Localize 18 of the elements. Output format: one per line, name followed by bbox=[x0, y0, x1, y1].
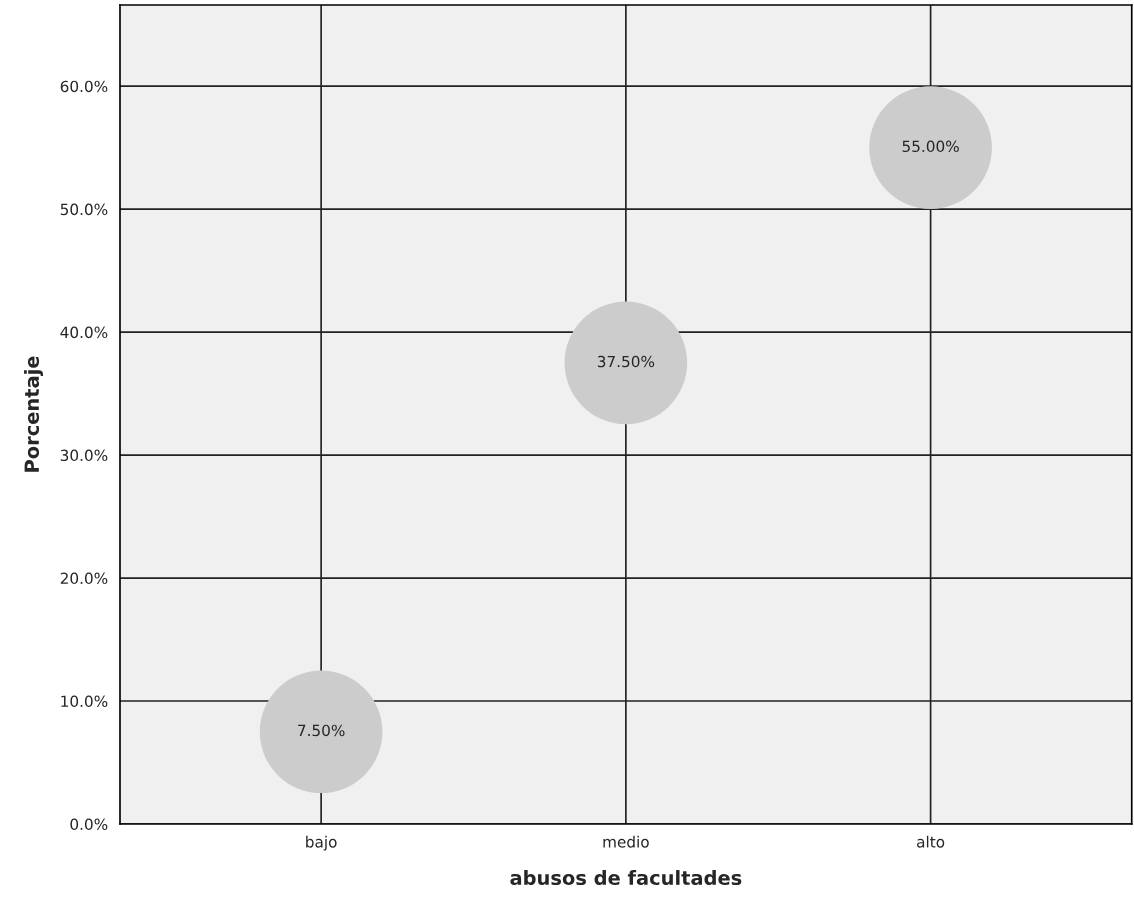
y-tick-label: 0.0% bbox=[70, 818, 108, 831]
data-label: 55.00% bbox=[902, 140, 959, 153]
x-axis-title: abusos de facultades bbox=[510, 870, 742, 886]
y-tick-label: 60.0% bbox=[60, 80, 108, 93]
data-label: 37.50% bbox=[597, 355, 655, 368]
point bbox=[259, 670, 383, 794]
x-tick-label: medio bbox=[603, 835, 649, 848]
point bbox=[564, 301, 688, 425]
point bbox=[869, 86, 992, 209]
x-tick-label: bajo bbox=[306, 835, 337, 851]
x-tick-label: alto bbox=[917, 835, 945, 848]
y-tick-label: 20.0% bbox=[60, 572, 108, 585]
y-tick-label: 10.0% bbox=[61, 695, 108, 708]
y-tick-label: 50.0% bbox=[60, 203, 108, 216]
y-tick-label: 30.0% bbox=[60, 449, 108, 462]
y-tick-label: 40.0% bbox=[60, 326, 108, 339]
data-label: 7.50% bbox=[298, 724, 345, 737]
y-axis-title: Porcentaje bbox=[24, 356, 43, 472]
